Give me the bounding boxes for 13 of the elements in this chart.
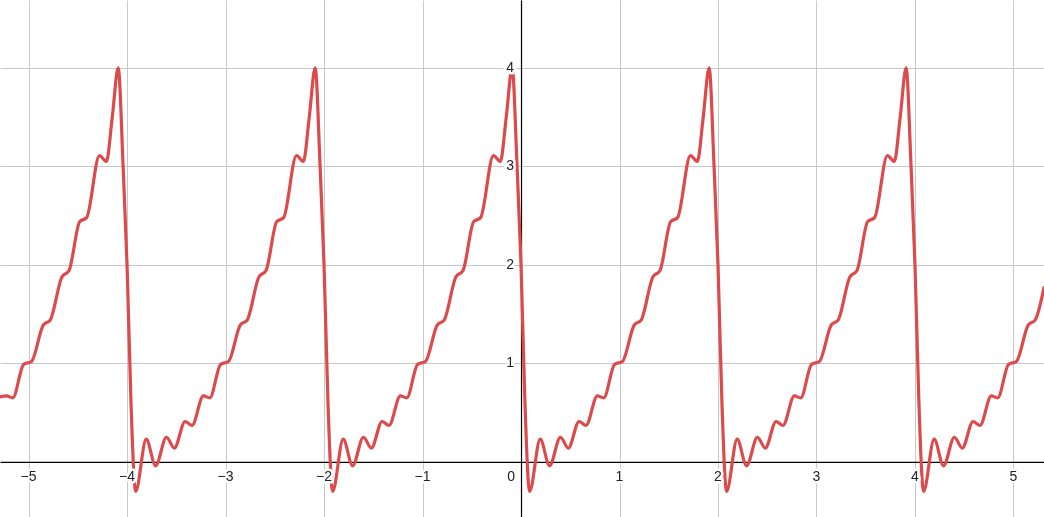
x-tick-label: 5 (1009, 467, 1018, 484)
x-tick-label: 4 (911, 467, 920, 484)
x-tick-label: 3 (812, 467, 821, 484)
x-tick-label: 0 (507, 467, 516, 484)
x-tick-label: 1 (615, 467, 624, 484)
x-tick-label: −1 (414, 467, 431, 484)
x-tick-label: −5 (20, 467, 37, 484)
y-tick-label: 4 (506, 58, 515, 75)
y-tick-label: 2 (506, 255, 515, 272)
x-tick-label: −3 (217, 467, 234, 484)
y-tick-label: 1 (506, 354, 515, 371)
y-tick-label: 3 (506, 157, 515, 174)
x-tick-label: 2 (714, 467, 723, 484)
